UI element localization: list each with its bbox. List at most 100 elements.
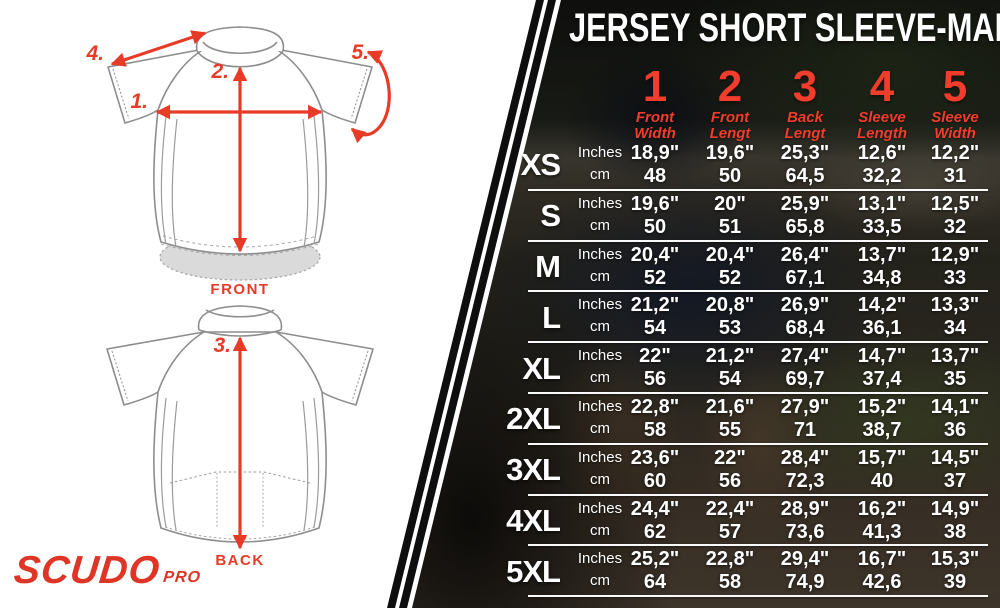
back-length-cell: 25,9" 65,8: [780, 192, 830, 238]
row-divider-line: [528, 341, 988, 344]
marker-4-label: 4.: [85, 42, 104, 65]
row-divider-line: [528, 239, 988, 242]
sleeve-length-cell: 16,2" 41,3: [857, 497, 907, 543]
column-number: 4: [869, 62, 895, 111]
sleeve-width-cell: 14,1" 36: [930, 395, 980, 441]
marker-3-label: 3.: [213, 334, 231, 357]
column-header-back-length: 3 Back Lengt: [760, 62, 850, 142]
sleeve-width-cell: 14,5" 37: [930, 446, 980, 492]
row-divider-line: [528, 442, 988, 445]
unit-cm-label: cm: [590, 318, 610, 336]
column-header-front-length: 2 Front Lengt: [685, 65, 775, 142]
column-header-sleeve-width: 5 Sleeve Width: [910, 62, 1000, 142]
size-table: XS Inches cm 18,9" 48 19,6" 50 25,3" 64,5 1…: [500, 140, 992, 598]
back-length-cell: 26,4" 67,1: [780, 243, 830, 289]
row-divider-line: [528, 290, 988, 293]
back-length-cell: 28,9" 73,6: [780, 497, 830, 543]
front-width-cell: 18,9" 48: [630, 142, 680, 187]
back-length-cell: 25,3" 64,5: [780, 142, 830, 187]
front-length-cell: 22,8" 58: [705, 548, 755, 594]
size-table-row: 4XL Inches cm 24,4" 62 22,4" 57 28,9" 73,6 …: [500, 496, 992, 547]
sleeve-width-cell: 12,5" 32: [930, 192, 980, 238]
front-length-cell: 19,6" 50: [705, 142, 755, 187]
front-width-cell: 22,8" 58: [630, 395, 680, 441]
sleeve-width-cell: 12,2" 31: [930, 142, 980, 187]
unit-inches-label: Inches: [577, 245, 623, 263]
front-length-cell: 21,6" 55: [705, 395, 755, 441]
unit-cm-label: cm: [590, 419, 610, 437]
size-label: 3XL: [506, 452, 561, 488]
back-length-cell: 26,9" 68,4: [780, 294, 830, 340]
unit-cm-label: cm: [590, 572, 610, 590]
column-header-front-width: 1 Front Width: [610, 62, 700, 142]
sleeve-length-cell: 12,6" 32,2: [857, 142, 907, 187]
row-divider-line: [528, 493, 988, 496]
front-caption: FRONT: [210, 281, 269, 298]
front-width-cell: 24,4" 62: [630, 497, 680, 543]
size-label: 2XL: [506, 401, 561, 437]
back-length-cell: 27,4" 69,7: [780, 345, 830, 391]
sleeve-length-cell: 15,2" 38,7: [857, 395, 907, 441]
sleeve-length-cell: 13,1" 33,5: [857, 192, 907, 238]
marker-2-label: 2.: [210, 60, 229, 83]
unit-inches-label: Inches: [577, 550, 623, 568]
column-number: 1: [642, 62, 668, 111]
row-divider-line: [528, 391, 988, 394]
size-label: 4XL: [506, 502, 561, 538]
unit-inches-label: Inches: [577, 296, 623, 314]
brand-suffix: PRO: [162, 569, 202, 586]
size-table-row: 2XL Inches cm 22,8" 58 21,6" 55 27,9" 71 15…: [500, 394, 992, 445]
sleeve-length-cell: 16,7" 42,6: [857, 548, 907, 594]
sleeve-length-cell: 14,7" 37,4: [857, 345, 907, 391]
size-label: M: [535, 248, 561, 284]
front-width-cell: 22" 56: [639, 345, 671, 391]
front-width-cell: 19,6" 50: [630, 192, 680, 238]
unit-cm-label: cm: [590, 216, 610, 234]
sleeve-length-cell: 13,7" 34,8: [857, 243, 907, 289]
brand-name: SCUDO: [11, 549, 163, 592]
back-caption: BACK: [215, 552, 264, 569]
size-table-row: L Inches cm 21,2" 54 20,8" 53 26,9" 68,4 14…: [500, 292, 992, 344]
row-divider-line: [528, 595, 988, 598]
back-length-cell: 27,9" 71: [780, 395, 830, 441]
row-divider-line: [528, 544, 988, 547]
front-width-cell: 23,6" 60: [630, 446, 680, 492]
front-length-cell: 22" 56: [714, 446, 746, 492]
brand-logo: SCUDO PRO: [11, 549, 204, 592]
size-label: XL: [522, 350, 561, 386]
marker-5-label: 5.: [351, 41, 369, 64]
size-label: S: [540, 198, 561, 234]
front-width-cell: 20,4" 52: [630, 243, 680, 289]
sleeve-length-cell: 15,7" 40: [857, 446, 907, 492]
sleeve-length-cell: 14,2" 36,1: [857, 294, 907, 340]
front-length-cell: 20,8" 53: [705, 294, 755, 340]
size-label: L: [542, 299, 561, 335]
size-table-row: XL Inches cm 22" 56 21,2" 54 27,4" 69,7 14,…: [500, 343, 992, 394]
front-length-cell: 20,4" 52: [705, 243, 755, 289]
unit-cm-label: cm: [590, 166, 610, 183]
size-table-row: S Inches cm 19,6" 50 20" 51 25,9" 65,8 13,1…: [500, 191, 992, 242]
front-length-cell: 21,2" 54: [705, 345, 755, 391]
unit-cm-label: cm: [590, 470, 610, 488]
unit-inches-label: Inches: [577, 347, 623, 365]
back-length-cell: 28,4" 72,3: [780, 446, 830, 492]
size-table-row: 3XL Inches cm 23,6" 60 22" 56 28,4" 72,3 15…: [500, 445, 992, 496]
unit-inches-label: Inches: [577, 448, 623, 466]
size-table-row: XS Inches cm 18,9" 48 19,6" 50 25,3" 64,5 1…: [500, 140, 992, 191]
jersey-measurement-diagram: 1. 2. 4. 5. FRONT: [85, 26, 391, 569]
unit-inches-label: Inches: [577, 397, 623, 415]
sleeve-width-cell: 13,3" 34: [930, 294, 980, 340]
sleeve-width-cell: 15,3" 39: [930, 548, 980, 594]
front-length-cell: 22,4" 57: [705, 497, 755, 543]
page-title: JERSEY SHORT SLEEVE-MAN: [569, 6, 1000, 50]
unit-inches-label: Inches: [577, 499, 623, 517]
column-number: 5: [942, 62, 968, 111]
unit-cm-label: cm: [590, 521, 610, 539]
column-number: 3: [792, 62, 818, 111]
front-width-cell: 25,2" 64: [630, 548, 680, 594]
front-width-cell: 21,2" 54: [630, 294, 680, 340]
unit-inches-label: Inches: [577, 194, 623, 212]
sleeve-width-arrow: [350, 50, 391, 144]
front-measure-arrows: [110, 30, 391, 253]
